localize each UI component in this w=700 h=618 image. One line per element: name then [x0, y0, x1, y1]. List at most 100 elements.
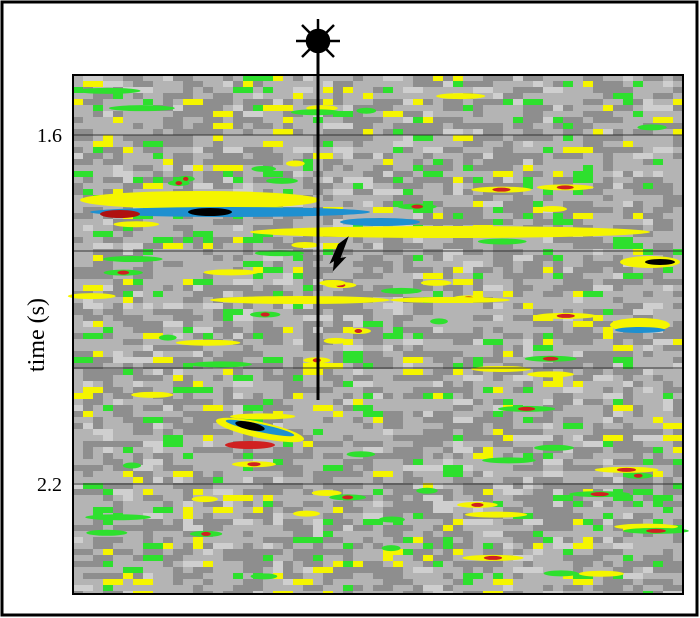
- texture-cell: [663, 381, 673, 387]
- texture-cell: [633, 501, 643, 507]
- texture-cell: [393, 321, 403, 327]
- texture-cell: [243, 543, 253, 549]
- texture-cell: [183, 297, 203, 303]
- texture-cell: [363, 201, 373, 207]
- texture-cell: [343, 465, 353, 471]
- texture-cell: [593, 87, 603, 93]
- texture-cell: [133, 213, 153, 219]
- texture-cell: [433, 537, 443, 543]
- texture-cell: [673, 399, 683, 405]
- texture-cell: [113, 93, 123, 99]
- texture-cell: [503, 411, 513, 417]
- reflection-streak: [430, 318, 448, 325]
- texture-cell: [173, 477, 183, 483]
- texture-cell: [173, 141, 193, 147]
- texture-cell: [613, 339, 623, 345]
- texture-cell: [413, 453, 423, 459]
- texture-cell: [573, 381, 583, 387]
- texture-cell: [413, 345, 423, 351]
- texture-cell: [663, 285, 673, 291]
- texture-cell: [543, 591, 553, 594]
- texture-cell: [183, 519, 193, 525]
- texture-cell: [143, 459, 163, 465]
- texture-cell: [323, 525, 343, 531]
- texture-cell: [403, 357, 423, 363]
- texture-cell: [463, 561, 483, 567]
- texture-cell: [133, 477, 143, 483]
- texture-cell: [433, 327, 443, 333]
- texture-cell: [503, 267, 513, 273]
- texture-cell: [333, 537, 343, 543]
- texture-cell: [303, 585, 323, 591]
- texture-cell: [223, 369, 233, 375]
- texture-cell: [263, 483, 273, 489]
- texture-cell: [653, 495, 673, 501]
- texture-cell: [453, 279, 473, 285]
- texture-cell: [243, 285, 253, 291]
- texture-cell: [653, 579, 673, 585]
- texture-cell: [103, 369, 123, 375]
- texture-cell: [393, 447, 403, 453]
- texture-cell: [563, 81, 573, 87]
- texture-cell: [473, 99, 483, 105]
- texture-cell: [473, 81, 493, 87]
- texture-cell: [153, 357, 173, 363]
- texture-cell: [613, 333, 623, 339]
- texture-cell: [543, 87, 563, 93]
- texture-cell: [303, 267, 313, 273]
- texture-cell: [103, 495, 113, 501]
- texture-cell: [483, 267, 493, 273]
- texture-cell: [103, 81, 123, 87]
- texture-cell: [213, 105, 223, 111]
- texture-cell: [113, 351, 123, 357]
- texture-cell: [163, 321, 183, 327]
- texture-cell: [173, 483, 193, 489]
- texture-cell: [523, 351, 533, 357]
- texture-cell: [523, 537, 543, 543]
- texture-cell: [583, 165, 593, 171]
- texture-cell: [663, 549, 673, 555]
- texture-cell: [263, 417, 283, 423]
- texture-cell: [583, 261, 603, 267]
- texture-cell: [413, 123, 423, 129]
- texture-cell: [613, 117, 623, 123]
- texture-cell: [473, 357, 483, 363]
- texture-cell: [293, 429, 303, 435]
- texture-cell: [173, 345, 183, 351]
- texture-cell: [443, 255, 453, 261]
- texture-cell: [383, 267, 393, 273]
- texture-cell: [153, 309, 173, 315]
- texture-cell: [203, 99, 213, 105]
- texture-cell: [273, 339, 283, 345]
- texture-cell: [563, 147, 583, 153]
- texture-cell: [513, 315, 523, 321]
- texture-cell: [543, 513, 553, 519]
- texture-cell: [523, 483, 533, 489]
- texture-cell: [93, 111, 103, 117]
- texture-cell: [333, 159, 343, 165]
- texture-cell: [613, 411, 623, 417]
- texture-cell: [73, 117, 83, 123]
- texture-cell: [113, 111, 123, 117]
- texture-cell: [433, 561, 443, 567]
- texture-cell: [623, 441, 633, 447]
- texture-cell: [533, 429, 543, 435]
- texture-cell: [603, 87, 623, 93]
- texture-cell: [93, 153, 103, 159]
- texture-cell: [623, 207, 643, 213]
- texture-cell: [393, 537, 403, 543]
- texture-cell: [233, 315, 253, 321]
- texture-cell: [533, 501, 543, 507]
- texture-cell: [173, 357, 183, 363]
- texture-cell: [143, 573, 153, 579]
- texture-cell: [193, 567, 213, 573]
- texture-cell: [243, 345, 253, 351]
- texture-cell: [553, 519, 563, 525]
- texture-cell: [283, 573, 303, 579]
- texture-cell: [133, 471, 153, 477]
- texture-cell: [293, 273, 303, 279]
- texture-cell: [603, 195, 613, 201]
- texture-cell: [613, 357, 633, 363]
- texture-cell: [613, 447, 633, 453]
- texture-cell: [283, 471, 303, 477]
